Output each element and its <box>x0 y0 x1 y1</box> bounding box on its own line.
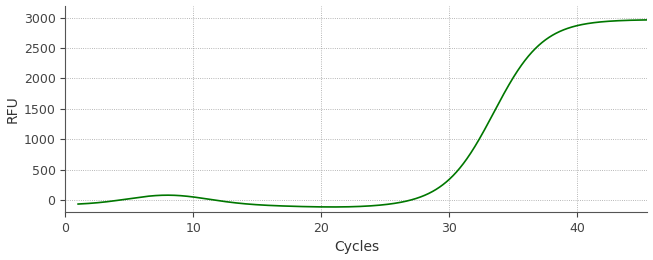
X-axis label: Cycles: Cycles <box>334 240 379 255</box>
Y-axis label: RFU: RFU <box>6 95 20 123</box>
